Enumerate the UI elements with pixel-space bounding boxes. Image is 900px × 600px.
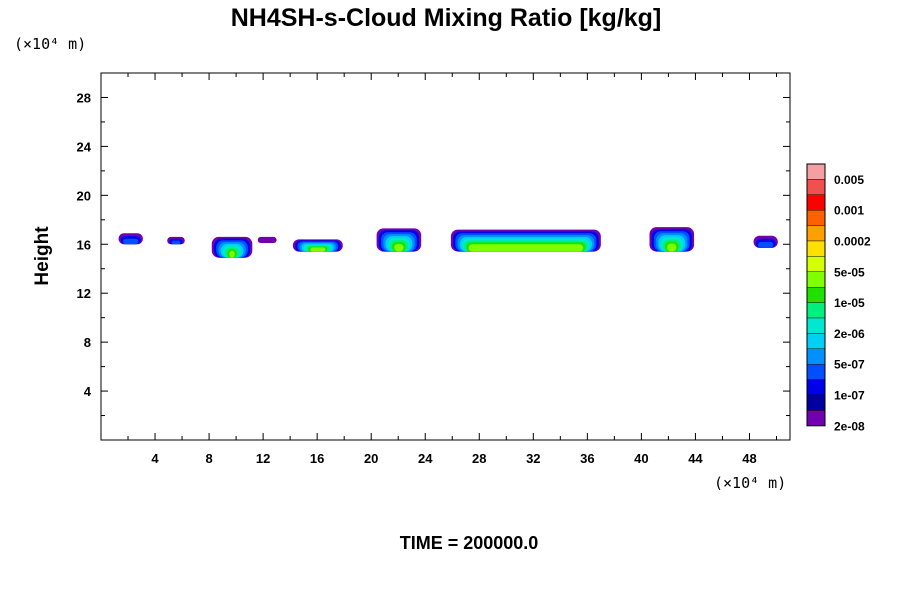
- x-tick-label: 48: [742, 451, 756, 466]
- colorbar-swatch: [806, 364, 826, 380]
- colorbar-swatch: [806, 348, 826, 365]
- cloud-contour: [310, 247, 326, 252]
- cloud-contour: [394, 243, 404, 252]
- chart-title: NH4SH-s-Cloud Mixing Ratio [kg/kg]: [231, 4, 662, 32]
- colorbar-swatch: [806, 410, 826, 426]
- colorbar: 0.005 0.001 0.0002 5e-05 1e-05 2e-06 5e-07 1e-0…: [806, 163, 871, 433]
- x-tick-label: 44: [688, 451, 703, 466]
- colorbar-swatch: [806, 317, 826, 334]
- cloud-blob: [167, 236, 185, 245]
- colorbar-swatch: [806, 302, 826, 319]
- y-tick-label: 20: [77, 188, 91, 203]
- colorbar-swatch: [806, 163, 826, 180]
- cloud-contour: [468, 244, 584, 252]
- cloud-blob: [257, 236, 277, 244]
- y-tick-label: 16: [77, 237, 91, 252]
- cloud-contour: [122, 238, 139, 245]
- x-tick-label: 4: [151, 451, 159, 466]
- x-tick-label: 24: [418, 451, 433, 466]
- cloud-blob: [118, 233, 143, 245]
- x-tick-label: 32: [526, 451, 540, 466]
- colorbar-label: 1e-05: [834, 296, 865, 310]
- x-tick-label: 16: [310, 451, 324, 466]
- x-tick-label: 40: [634, 451, 648, 466]
- plot-frame: [100, 72, 791, 441]
- cloud-contour: [757, 241, 774, 248]
- colorbar-swatch: [806, 379, 826, 396]
- colorbar-swatch: [806, 209, 826, 226]
- y-tick-label: 8: [84, 335, 91, 350]
- y-tick-label: 4: [84, 384, 92, 399]
- cloud-blob: [211, 236, 253, 258]
- y-axis-label: Height: [32, 226, 53, 286]
- colorbar-label: 2e-06: [834, 327, 865, 341]
- colorbar-swatch: [806, 333, 826, 349]
- cloud-layer: [118, 227, 778, 258]
- colorbar-frame: [806, 163, 826, 427]
- colorbar-swatch: [806, 256, 826, 272]
- y-unit-label: (×10⁴ m): [14, 35, 86, 53]
- cloud-blob: [376, 228, 422, 252]
- colorbar-label: 5e-07: [834, 358, 865, 372]
- cloud-contour: [667, 243, 677, 252]
- x-tick-label: 36: [580, 451, 594, 466]
- x-tick-label: 28: [472, 451, 486, 466]
- cloud-blob: [649, 227, 695, 252]
- colorbar-swatch: [806, 287, 826, 303]
- colorbar-label: 0.0002: [834, 235, 871, 249]
- y-tick-label: 24: [77, 139, 92, 154]
- colorbar-swatch: [806, 179, 826, 195]
- cloud-blob: [450, 229, 601, 252]
- cloud-contour: [171, 240, 181, 245]
- colorbar-swatch: [806, 240, 826, 257]
- cloud-contour: [257, 236, 277, 244]
- colorbar-label: 5e-05: [834, 265, 865, 279]
- time-footer: TIME = 200000.0: [400, 533, 539, 553]
- colorbar-swatch: [806, 194, 826, 211]
- colorbar-label: 0.001: [834, 204, 864, 218]
- cloud-blob: [753, 235, 778, 248]
- colorbar-label: 2e-08: [834, 419, 865, 433]
- colorbar-swatch: [806, 394, 826, 411]
- cloud-blob: [292, 239, 343, 252]
- x-unit-label: (×10⁴ m): [714, 474, 786, 492]
- colorbar-swatch: [806, 271, 826, 288]
- colorbar-swatch: [806, 225, 826, 242]
- cloud-contour: [229, 250, 235, 258]
- x-tick-label: 12: [256, 451, 270, 466]
- colorbar-label: 0.005: [834, 173, 864, 187]
- x-tick-label: 8: [205, 451, 212, 466]
- colorbar-label: 1e-07: [834, 389, 865, 403]
- x-tick-label: 20: [364, 451, 378, 466]
- y-tick-label: 28: [77, 90, 91, 105]
- y-tick-label: 12: [77, 286, 91, 301]
